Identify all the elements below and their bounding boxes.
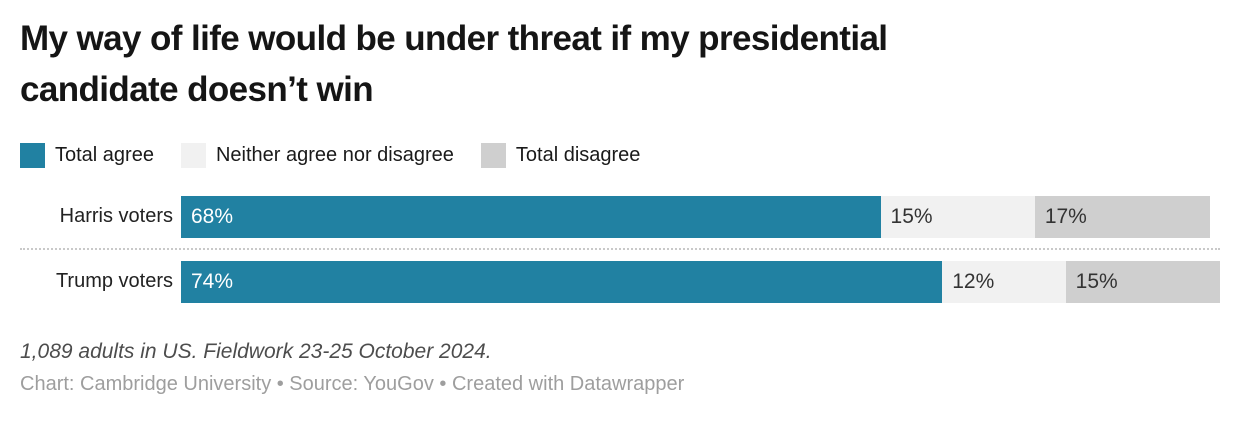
bar-value-label: 12% [952, 269, 995, 293]
bar-row-harris: Harris voters 68% 15% 17% [20, 195, 1220, 238]
footnote: 1,089 adults in US. Fieldwork 23-25 Octo… [20, 339, 492, 363]
bar-value-label: 15% [1075, 269, 1118, 293]
attribution: Chart: Cambridge University • Source: Yo… [20, 372, 685, 395]
legend-swatch-total-agree [20, 143, 45, 168]
bar-track: 68% 15% 17% [181, 195, 1220, 238]
legend-item-total-agree: Total agree [20, 143, 154, 168]
legend-label: Total agree [55, 144, 154, 166]
bar-track: 74% 12% 15% [181, 260, 1220, 303]
legend-label: Total disagree [515, 144, 641, 166]
bar-value-label: 15% [890, 204, 933, 228]
chart-title: My way of life would be under threat if … [20, 19, 888, 109]
bar-row-trump: Trump voters 74% 12% 15% [20, 260, 1220, 303]
bar-value-label: 17% [1044, 204, 1087, 228]
bar-value-label: 74% [191, 269, 234, 293]
bar-value-label: 68% [191, 204, 234, 228]
legend-item-total-disagree: Total disagree [480, 143, 641, 168]
row-label: Harris voters [59, 205, 173, 227]
legend-swatch-total-disagree [480, 143, 506, 168]
bar-segment-harris-agree: 68% [181, 195, 881, 238]
bar-segment-trump-disagree: 15% [1065, 260, 1220, 303]
legend: Total agree Neither agree nor disagree T… [20, 143, 1220, 169]
bar-chart: Harris voters 68% 15% 17% Trump voters 7… [20, 195, 1220, 303]
row-label: Trump voters [55, 270, 173, 292]
bar-segment-harris-disagree: 17% [1034, 195, 1210, 238]
legend-swatch-neither [180, 143, 206, 168]
legend-item-neither: Neither agree nor disagree [180, 143, 454, 168]
legend-label: Neither agree nor disagree [215, 144, 454, 166]
bar-segment-trump-neither: 12% [942, 260, 1066, 303]
bar-segment-harris-neither: 15% [880, 195, 1035, 238]
row-separator [20, 247, 1220, 250]
bar-segment-trump-agree: 74% [181, 260, 943, 303]
